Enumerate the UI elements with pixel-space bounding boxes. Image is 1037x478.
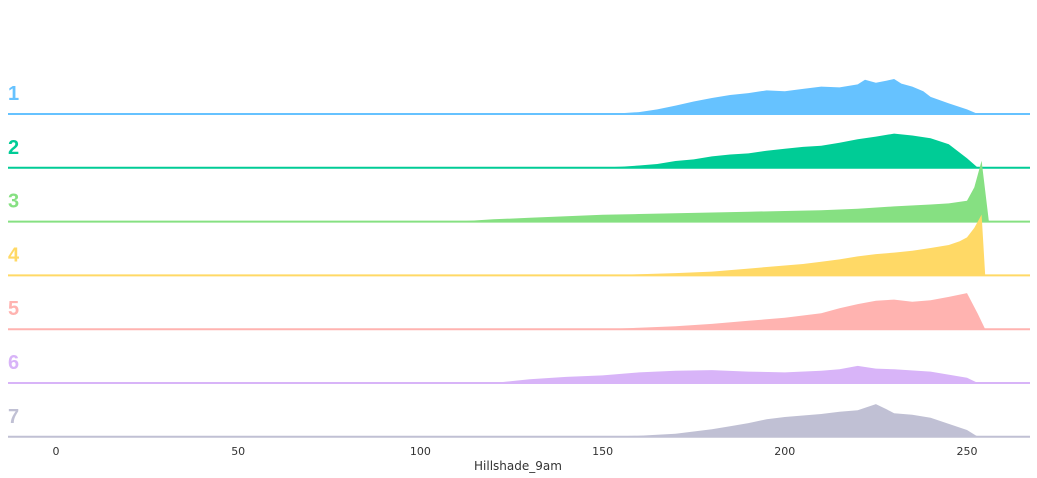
ridge-area-6 [493,365,978,383]
ridge-label-4: 4 [8,244,20,266]
ridge-label-2: 2 [8,137,19,159]
ridges-group: 1 2 3 4 5 6 7 [8,79,1030,438]
ridge-area-7 [602,404,978,437]
x-axis-ticks: 0 50 100 150 200 250 [53,445,978,458]
ridge-row-3: 3 [8,160,1030,223]
ridge-row-1: 1 [8,79,1030,115]
ridge-row-2: 2 [8,133,1030,169]
ridge-label-1: 1 [8,83,19,105]
ridge-row-6: 6 [8,352,1030,384]
ridge-label-6: 6 [8,352,19,374]
ridge-area-3 [456,160,989,222]
x-tick-label: 150 [592,445,613,458]
ridge-row-7: 7 [8,404,1030,438]
ridge-row-5: 5 [8,293,1030,331]
ridge-area-1 [602,79,978,114]
ridge-label-5: 5 [8,298,19,320]
ridge-label-7: 7 [8,406,19,428]
x-tick-label: 50 [231,445,245,458]
x-tick-label: 200 [774,445,795,458]
ridge-area-5 [602,293,986,330]
x-tick-label: 250 [957,445,978,458]
x-axis-label: Hillshade_9am [474,459,562,473]
ridge-area-2 [595,133,978,168]
x-tick-label: 100 [410,445,431,458]
ridge-area-4 [602,214,986,276]
x-tick-label: 0 [53,445,60,458]
ridge-label-3: 3 [8,191,19,213]
ridge-row-4: 4 [8,214,1030,277]
